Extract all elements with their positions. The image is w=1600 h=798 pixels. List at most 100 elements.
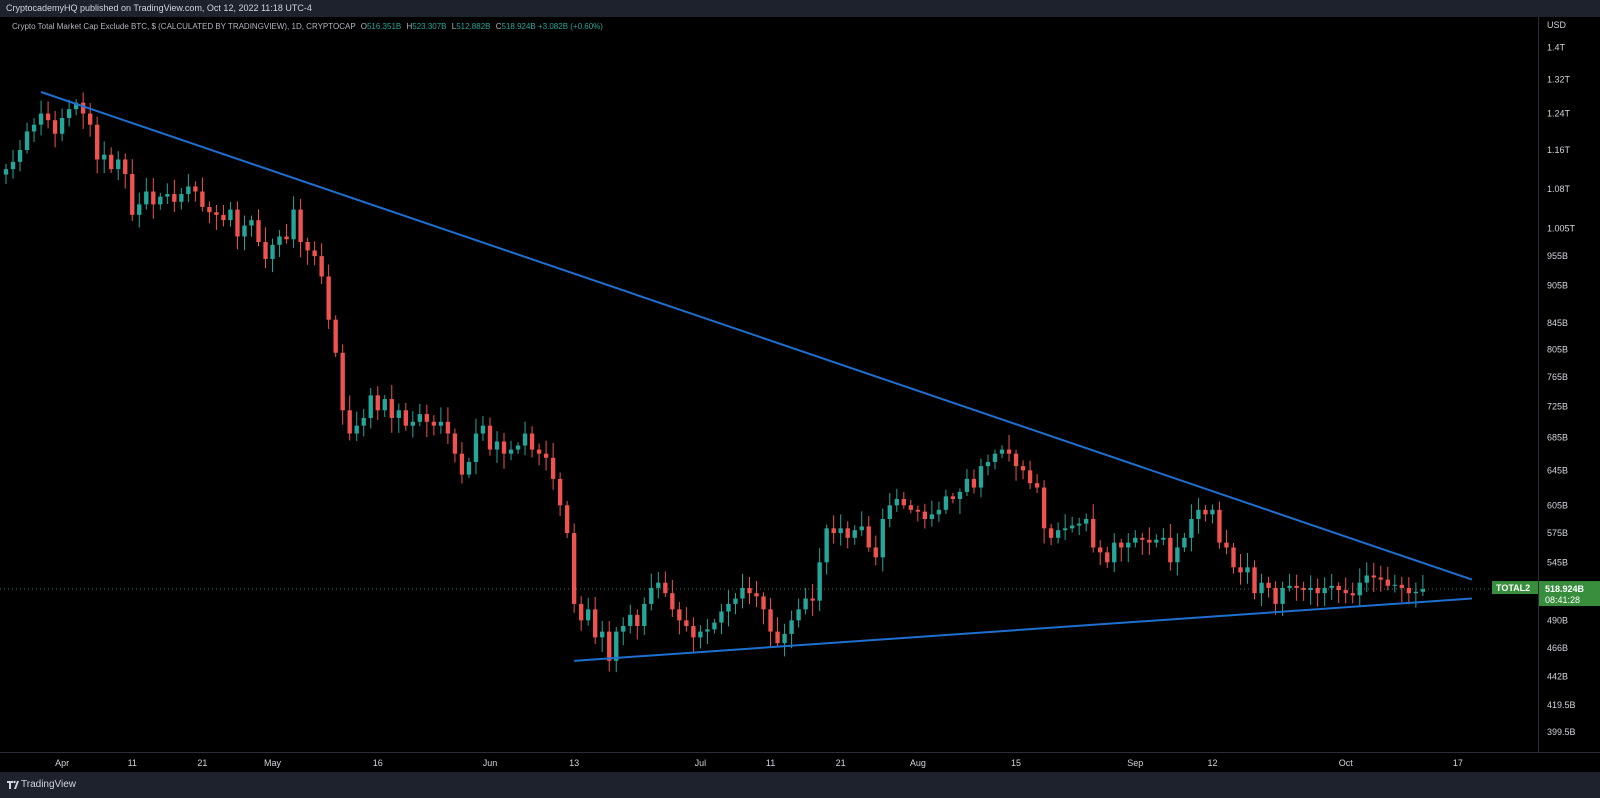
candle — [1154, 534, 1159, 548]
legend-open-value: 516.351B — [366, 22, 402, 31]
candle — [1308, 575, 1313, 605]
candle — [382, 394, 387, 418]
candle — [621, 617, 626, 646]
candle-body — [649, 587, 654, 604]
candle — [431, 415, 437, 436]
candle-body — [452, 433, 458, 454]
candle-body — [10, 161, 16, 170]
candle-body — [1161, 537, 1166, 540]
candle — [80, 92, 86, 129]
candle-body — [887, 505, 892, 519]
candle — [978, 458, 984, 498]
time-axis[interactable]: Apr 11 21 May 16 Jun 13 Jul 11 21 Aug 15 Sep 12 Oct 17 — [0, 752, 1600, 772]
candle-body — [417, 414, 423, 422]
candle-body — [522, 433, 528, 446]
candle — [564, 500, 570, 538]
legend-close-label: C — [495, 22, 502, 31]
candle-body — [151, 191, 156, 205]
publisher-bar: CryptocademyHQ published on TradingView.… — [0, 0, 1600, 17]
candle — [908, 499, 914, 514]
candle-body — [1224, 542, 1229, 548]
candle-body — [24, 131, 30, 150]
x-tick-label: Sep — [1127, 758, 1143, 768]
candle — [1119, 538, 1124, 562]
candle — [929, 500, 935, 527]
candle — [235, 201, 240, 250]
candle — [354, 411, 359, 441]
candle-body — [80, 102, 86, 114]
candlestick-chart[interactable]: TOTAL2 — [0, 17, 1538, 752]
candle-body — [775, 631, 780, 644]
candle-body — [431, 421, 437, 426]
candle-body — [1020, 466, 1026, 471]
candle — [38, 100, 44, 136]
candle-body — [1266, 582, 1271, 588]
candle-body — [73, 102, 79, 110]
candle-body — [789, 620, 794, 634]
candle-body — [1133, 537, 1138, 543]
candle-body — [228, 209, 233, 221]
candle — [501, 432, 507, 469]
candle-body — [901, 499, 906, 506]
candle-body — [1329, 585, 1334, 588]
candle — [1245, 552, 1250, 584]
x-tick-label: 15 — [1011, 758, 1021, 768]
candle — [424, 404, 430, 438]
candle-body — [95, 124, 100, 160]
candle — [964, 469, 970, 496]
candle-body — [908, 505, 914, 510]
chart-legend: Crypto Total Market Cap Exclude BTC, $ (… — [12, 22, 603, 31]
candle-body — [782, 633, 787, 644]
candle-body — [740, 587, 745, 599]
candle — [586, 597, 591, 626]
candle-body — [87, 113, 93, 125]
candle — [95, 116, 100, 174]
candle — [347, 395, 352, 441]
candle-body — [361, 417, 366, 426]
y-tick-label: 399.5B — [1547, 727, 1576, 737]
candle-body — [754, 593, 759, 597]
candle — [1182, 532, 1187, 553]
candle — [291, 196, 296, 248]
candle — [466, 457, 472, 478]
candle-body — [635, 614, 640, 626]
candle — [600, 620, 605, 653]
candle — [543, 440, 549, 471]
price-axis[interactable]: USD 1.4T 1.32T 1.24T 1.16T 1.08T 1.005T 955B 905… — [1538, 17, 1600, 752]
candle-body — [810, 598, 815, 601]
candle-body — [459, 453, 465, 475]
candle — [116, 151, 121, 181]
candle-body — [59, 117, 65, 134]
candle-body — [1294, 585, 1299, 588]
candle — [66, 99, 72, 127]
candle-body — [123, 159, 128, 175]
candle-body — [726, 603, 731, 612]
candle-body — [396, 410, 401, 418]
y-tick-label: 1.4T — [1547, 42, 1566, 52]
candle-body — [284, 236, 289, 240]
candle — [109, 147, 114, 173]
candle-body — [712, 622, 717, 630]
candle — [607, 621, 612, 672]
candle — [1126, 533, 1131, 563]
candle-body — [1364, 575, 1369, 583]
candle-body — [298, 209, 303, 243]
candle-body — [347, 410, 352, 434]
candle-body — [1154, 539, 1159, 543]
candle-body — [957, 491, 963, 500]
candle — [130, 159, 135, 221]
candle-body — [200, 191, 205, 207]
candle-body — [1147, 539, 1152, 543]
candle — [277, 230, 282, 258]
candle — [1357, 568, 1362, 607]
candle-body — [1189, 518, 1194, 538]
candle-body — [831, 528, 836, 534]
chart-pane[interactable]: TOTAL2 — [0, 17, 1538, 752]
y-tick-label: 1.08T — [1547, 184, 1571, 194]
candle-body — [1013, 453, 1019, 467]
y-tick-label: 645B — [1547, 465, 1568, 475]
candle — [312, 241, 317, 266]
candle — [207, 201, 212, 224]
candle-body — [1034, 483, 1040, 488]
candle — [1399, 576, 1405, 603]
